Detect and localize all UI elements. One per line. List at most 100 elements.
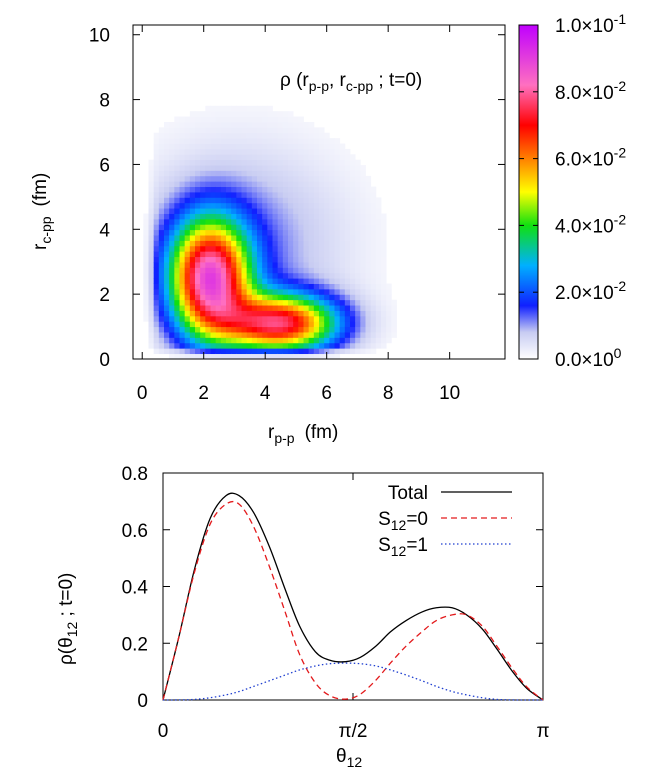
heatmap-cell <box>174 202 180 209</box>
heatmap-cell <box>298 245 304 252</box>
heatmap-cell <box>365 272 372 279</box>
heatmap-cell <box>236 272 242 279</box>
heatmap-cell <box>344 235 351 241</box>
heatmap-cell <box>277 278 284 284</box>
heatmap-cell <box>308 170 315 177</box>
heatmap-cell <box>303 348 310 355</box>
heatmap-cell <box>215 353 222 360</box>
heatmap-cell <box>293 272 299 279</box>
heatmap-cell <box>231 224 237 231</box>
heatmap-cell <box>267 288 273 295</box>
heatmap-cell <box>184 224 191 231</box>
heatmap-cell <box>179 213 186 220</box>
heatmap-cell <box>174 143 180 150</box>
heatmap-cell <box>334 148 341 155</box>
heatmap-cell <box>329 143 335 150</box>
heatmap-cell <box>251 283 258 290</box>
heatmap-cell <box>303 213 310 220</box>
heatmap-cell <box>267 159 273 166</box>
heatmap-cell <box>272 154 279 161</box>
heatmap-cell <box>241 192 248 198</box>
heatmap-cell <box>324 148 330 155</box>
heatmap-cell <box>195 132 201 139</box>
heatmap-cell <box>303 165 310 171</box>
heatmap-cell <box>370 229 377 236</box>
heatmap-cell <box>153 235 160 241</box>
heatmap-cell <box>282 154 289 161</box>
heatmap-cell <box>262 175 268 182</box>
heatmap-cell <box>277 305 284 311</box>
heatmap-cell <box>231 181 237 188</box>
heatmap-cell <box>324 235 330 241</box>
heatmap-cell <box>267 165 273 171</box>
heatmap-cell <box>205 245 211 252</box>
heatmap-cell <box>277 272 284 279</box>
heatmap-cell <box>241 278 248 284</box>
heatmap-cell <box>344 218 351 225</box>
heatmap-cell <box>344 294 351 301</box>
heatmap-cell <box>169 235 175 241</box>
heatmap-cell <box>220 305 227 311</box>
heatmap-cell <box>350 218 356 225</box>
heatmap-cell <box>158 299 165 306</box>
heatmap-cell <box>210 315 217 322</box>
heatmap-cell <box>293 116 299 123</box>
heatmap-cell <box>164 299 170 306</box>
heatmap-cell <box>210 148 217 155</box>
heatmap-cell <box>231 175 237 182</box>
heatmap-cell <box>231 262 237 268</box>
heatmap-cell <box>334 213 341 220</box>
heatmap-cell <box>215 235 222 241</box>
heatmap-cell <box>277 127 284 134</box>
heatmap-cell <box>158 192 165 198</box>
heatmap-cell <box>231 208 237 214</box>
heatmap-cell <box>381 251 387 258</box>
heatmap-cell <box>220 321 227 328</box>
heatmap-cell <box>308 186 315 193</box>
heatmap-cell <box>205 305 211 311</box>
heatmap-cell <box>334 235 341 241</box>
heatmap-cell <box>153 337 160 344</box>
heatmap-cell <box>391 315 397 322</box>
heatmap-cell <box>251 148 258 155</box>
heatmap-cell <box>319 278 325 284</box>
heatmap-cell <box>231 148 237 155</box>
heatmap-cell <box>329 353 335 360</box>
heatmap-cell <box>215 105 222 112</box>
heatmap-cell <box>277 240 284 247</box>
heatmap-cell <box>257 197 263 204</box>
heatmap-cell <box>350 208 356 214</box>
heatmap-cell <box>226 240 232 247</box>
heatmap-cell <box>210 283 217 290</box>
heatmap-cell <box>231 121 237 128</box>
heatmap-cell <box>360 348 366 355</box>
colorbar-tick-label: 1.0×10-1 <box>555 11 626 37</box>
heatmap-cell <box>288 348 294 355</box>
heatmap-cell <box>153 148 160 155</box>
line-chart-x-tick-label: 0 <box>158 721 169 742</box>
heatmap-cell <box>143 305 149 311</box>
heatmap-cell <box>231 111 237 117</box>
heatmap-cell <box>246 321 253 328</box>
heatmap-cell <box>231 116 237 123</box>
heatmap-cell <box>231 229 237 236</box>
heatmap-cell <box>184 143 191 150</box>
heatmap-cell <box>220 251 227 258</box>
heatmap-cell <box>184 283 191 290</box>
heatmap-cell <box>272 229 279 236</box>
heatmap-cell <box>350 192 356 198</box>
heatmap-cell <box>195 256 201 263</box>
heatmap-cell <box>313 332 320 338</box>
heatmap-cell <box>324 202 330 209</box>
heatmap-cell <box>169 267 175 274</box>
heatmap-cell <box>329 299 335 306</box>
heatmap-cell <box>293 245 299 252</box>
heatmap-cell <box>303 208 310 214</box>
heatmap-cell <box>288 342 294 349</box>
heatmap-cell <box>334 283 341 290</box>
heatmap-cell <box>179 224 186 231</box>
heatmap-cell <box>231 272 237 279</box>
heatmap-cell <box>236 208 242 214</box>
heatmap-cell <box>189 111 196 117</box>
heatmap-cell <box>164 192 170 198</box>
